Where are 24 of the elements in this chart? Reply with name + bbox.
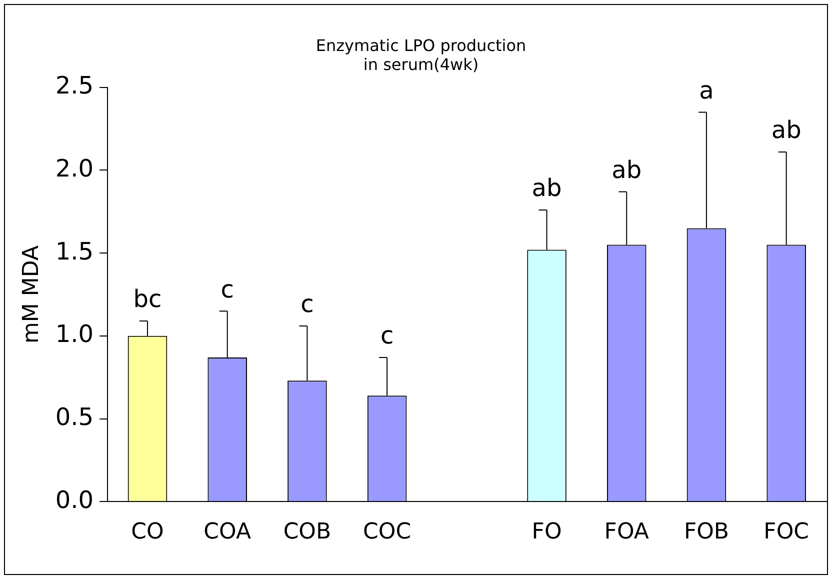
y-tick-label: 1.0 bbox=[55, 320, 94, 348]
y-tick-label: 2.0 bbox=[55, 154, 94, 182]
x-tick-label: FOC bbox=[764, 520, 810, 545]
annotation: c bbox=[220, 275, 234, 304]
annotation: c bbox=[380, 322, 394, 350]
annotation: ab bbox=[771, 116, 802, 144]
y-axis-title: mM MDA bbox=[18, 246, 44, 344]
x-tick-label: COB bbox=[283, 520, 332, 545]
y-tick-label: 2.5 bbox=[55, 72, 94, 100]
x-tick-label: FO bbox=[532, 520, 562, 545]
x-tick-label: CO bbox=[131, 520, 164, 545]
y-tick-label: 0.5 bbox=[55, 402, 94, 431]
x-tick-label: COA bbox=[204, 520, 252, 545]
annotation: ab bbox=[532, 174, 562, 202]
annotation: ab bbox=[612, 156, 642, 184]
y-tick-label: 1.5 bbox=[55, 237, 94, 266]
annotation: a bbox=[699, 76, 714, 104]
chart-title: Enzymatic LPO production in serum(4wk) bbox=[316, 36, 526, 74]
x-tick-label: FOB bbox=[684, 520, 730, 545]
x-tick-label: COC bbox=[363, 520, 412, 545]
annotation: bc bbox=[133, 285, 162, 314]
annotation: c bbox=[300, 290, 314, 318]
x-tick-label: FOA bbox=[604, 520, 649, 545]
y-tick-label: 0.0 bbox=[55, 486, 94, 514]
